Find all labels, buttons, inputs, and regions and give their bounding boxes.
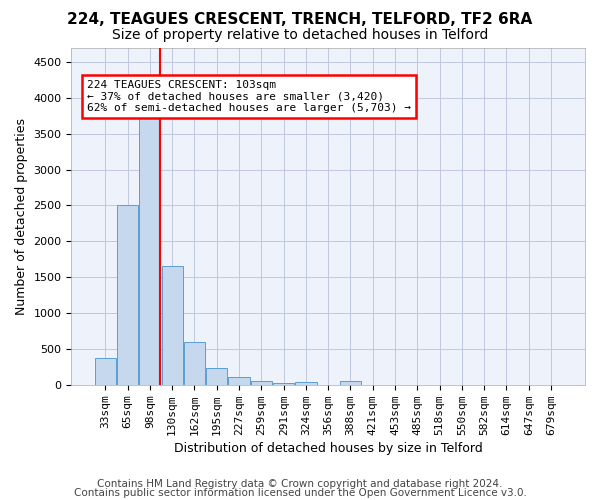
Bar bbox=[184, 342, 205, 385]
Y-axis label: Number of detached properties: Number of detached properties bbox=[15, 118, 28, 314]
Bar bbox=[229, 377, 250, 385]
Text: Contains HM Land Registry data © Crown copyright and database right 2024.: Contains HM Land Registry data © Crown c… bbox=[97, 479, 503, 489]
X-axis label: Distribution of detached houses by size in Telford: Distribution of detached houses by size … bbox=[174, 442, 482, 455]
Bar bbox=[117, 206, 138, 385]
Text: Size of property relative to detached houses in Telford: Size of property relative to detached ho… bbox=[112, 28, 488, 42]
Bar bbox=[95, 358, 116, 385]
Bar bbox=[206, 368, 227, 385]
Text: 224 TEAGUES CRESCENT: 103sqm
← 37% of detached houses are smaller (3,420)
62% of: 224 TEAGUES CRESCENT: 103sqm ← 37% of de… bbox=[87, 80, 411, 112]
Text: 224, TEAGUES CRESCENT, TRENCH, TELFORD, TF2 6RA: 224, TEAGUES CRESCENT, TRENCH, TELFORD, … bbox=[67, 12, 533, 28]
Bar bbox=[273, 382, 294, 385]
Text: Contains public sector information licensed under the Open Government Licence v3: Contains public sector information licen… bbox=[74, 488, 526, 498]
Bar bbox=[251, 380, 272, 385]
Bar bbox=[161, 266, 183, 385]
Bar bbox=[295, 382, 317, 385]
Bar bbox=[139, 116, 160, 385]
Bar bbox=[340, 380, 361, 385]
